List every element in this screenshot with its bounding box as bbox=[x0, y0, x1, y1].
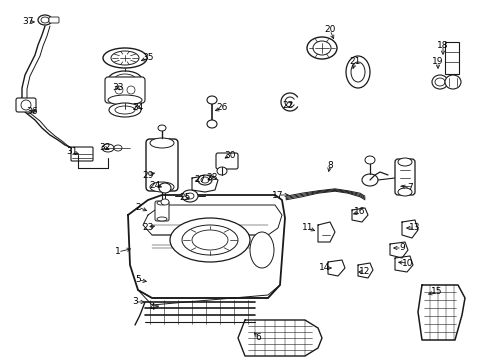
Ellipse shape bbox=[206, 96, 217, 104]
Ellipse shape bbox=[115, 86, 123, 94]
Text: 9: 9 bbox=[398, 243, 404, 252]
FancyBboxPatch shape bbox=[155, 201, 169, 221]
Text: 11: 11 bbox=[302, 224, 313, 233]
Ellipse shape bbox=[364, 156, 374, 164]
Text: 12: 12 bbox=[359, 267, 370, 276]
Text: 25: 25 bbox=[179, 194, 190, 202]
Ellipse shape bbox=[103, 48, 147, 68]
Ellipse shape bbox=[158, 125, 165, 131]
FancyBboxPatch shape bbox=[146, 139, 178, 191]
Ellipse shape bbox=[182, 190, 198, 202]
FancyBboxPatch shape bbox=[16, 98, 36, 112]
Ellipse shape bbox=[127, 86, 135, 94]
Ellipse shape bbox=[109, 103, 141, 117]
Text: 29: 29 bbox=[142, 171, 153, 180]
Ellipse shape bbox=[444, 75, 460, 89]
Ellipse shape bbox=[108, 71, 142, 89]
Ellipse shape bbox=[346, 56, 369, 88]
Ellipse shape bbox=[150, 182, 174, 192]
Ellipse shape bbox=[170, 218, 249, 262]
Ellipse shape bbox=[217, 167, 226, 175]
Text: 26: 26 bbox=[216, 104, 227, 112]
Ellipse shape bbox=[159, 183, 171, 193]
Ellipse shape bbox=[111, 51, 139, 65]
Text: 36: 36 bbox=[26, 108, 38, 117]
Ellipse shape bbox=[201, 177, 208, 183]
FancyBboxPatch shape bbox=[444, 42, 458, 74]
Ellipse shape bbox=[114, 74, 136, 86]
Ellipse shape bbox=[108, 95, 142, 105]
Text: 30: 30 bbox=[224, 150, 235, 159]
Text: 2: 2 bbox=[135, 202, 141, 211]
FancyBboxPatch shape bbox=[394, 159, 414, 195]
Ellipse shape bbox=[161, 199, 169, 205]
Ellipse shape bbox=[350, 62, 364, 82]
Text: 27: 27 bbox=[194, 175, 205, 184]
Ellipse shape bbox=[198, 175, 212, 185]
Text: 22: 22 bbox=[282, 100, 293, 109]
Text: 10: 10 bbox=[402, 258, 413, 267]
Text: 6: 6 bbox=[255, 333, 260, 342]
Text: 18: 18 bbox=[436, 40, 448, 49]
FancyBboxPatch shape bbox=[71, 147, 93, 161]
Ellipse shape bbox=[306, 37, 336, 59]
Ellipse shape bbox=[431, 75, 447, 89]
Ellipse shape bbox=[21, 100, 31, 110]
Text: 28: 28 bbox=[206, 174, 217, 183]
Text: 14: 14 bbox=[319, 264, 330, 273]
Ellipse shape bbox=[114, 145, 122, 151]
Text: 13: 13 bbox=[408, 224, 420, 233]
Ellipse shape bbox=[249, 232, 273, 268]
Text: 4: 4 bbox=[149, 303, 155, 312]
Text: 21: 21 bbox=[348, 58, 360, 67]
Text: 19: 19 bbox=[431, 58, 443, 67]
Ellipse shape bbox=[182, 225, 238, 255]
Text: 8: 8 bbox=[326, 161, 332, 170]
Text: 35: 35 bbox=[142, 54, 153, 63]
Text: 34: 34 bbox=[132, 104, 143, 112]
Text: 3: 3 bbox=[132, 297, 138, 306]
Text: 16: 16 bbox=[353, 207, 365, 216]
FancyBboxPatch shape bbox=[216, 153, 238, 169]
Ellipse shape bbox=[157, 217, 167, 221]
Text: 17: 17 bbox=[272, 190, 283, 199]
Text: 23: 23 bbox=[142, 224, 153, 233]
Ellipse shape bbox=[434, 78, 444, 86]
Ellipse shape bbox=[206, 120, 217, 128]
Ellipse shape bbox=[397, 158, 411, 166]
Text: 24: 24 bbox=[149, 180, 160, 189]
Text: 37: 37 bbox=[22, 18, 34, 27]
Text: 1: 1 bbox=[115, 248, 121, 256]
FancyBboxPatch shape bbox=[49, 17, 59, 23]
Text: 7: 7 bbox=[407, 184, 412, 193]
Text: 5: 5 bbox=[135, 275, 141, 284]
FancyBboxPatch shape bbox=[105, 77, 145, 103]
Ellipse shape bbox=[192, 230, 227, 250]
Ellipse shape bbox=[115, 106, 135, 114]
Text: 31: 31 bbox=[66, 148, 78, 157]
Ellipse shape bbox=[150, 138, 174, 148]
Text: 32: 32 bbox=[99, 144, 110, 153]
Ellipse shape bbox=[397, 188, 411, 196]
Ellipse shape bbox=[41, 17, 49, 23]
Ellipse shape bbox=[102, 144, 114, 152]
Ellipse shape bbox=[361, 174, 377, 186]
Ellipse shape bbox=[312, 41, 330, 55]
Text: 15: 15 bbox=[430, 288, 442, 297]
Text: 20: 20 bbox=[324, 26, 335, 35]
Ellipse shape bbox=[157, 201, 167, 205]
Ellipse shape bbox=[185, 193, 194, 199]
Ellipse shape bbox=[38, 15, 52, 25]
Text: 33: 33 bbox=[112, 84, 123, 93]
